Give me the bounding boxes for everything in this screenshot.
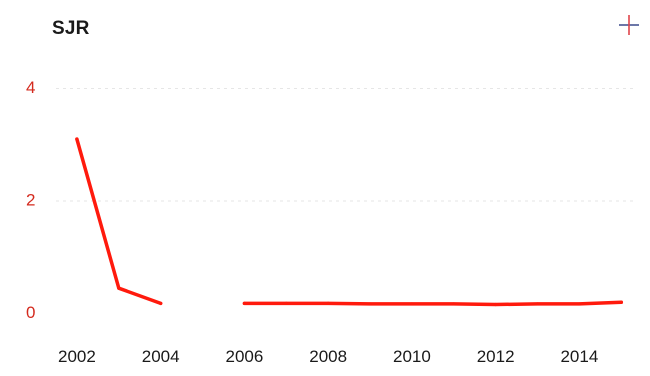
data-point xyxy=(242,301,247,305)
data-point xyxy=(577,302,581,306)
x-tick-label: 2006 xyxy=(226,347,264,366)
x-tick-label: 2004 xyxy=(142,347,180,366)
y-tick-label: 2 xyxy=(26,190,35,209)
x-tick-label: 2002 xyxy=(58,347,96,366)
series-line-segment-1 xyxy=(75,137,163,306)
y-axis-ticks: 0 2 4 xyxy=(26,78,35,322)
data-point xyxy=(535,302,540,306)
plus-icon xyxy=(619,15,639,35)
data-point xyxy=(117,286,121,290)
data-point xyxy=(494,302,498,307)
x-axis-ticks: 2002 2004 2006 2008 2010 2012 2014 xyxy=(58,347,598,366)
y-tick-label: 0 xyxy=(26,303,35,322)
add-button[interactable] xyxy=(612,10,646,40)
x-tick-label: 2012 xyxy=(477,347,515,366)
data-point xyxy=(368,302,372,306)
data-point xyxy=(159,301,163,305)
data-point xyxy=(619,300,623,304)
y-tick-label: 4 xyxy=(26,78,35,97)
x-tick-label: 2010 xyxy=(393,347,431,366)
series-line-segment-2 xyxy=(242,300,624,307)
data-point xyxy=(326,301,330,305)
data-point xyxy=(452,302,456,306)
x-tick-label: 2008 xyxy=(309,347,347,366)
data-point xyxy=(75,137,79,141)
grid-layer xyxy=(56,88,636,202)
x-tick-label: 2014 xyxy=(560,347,598,366)
chart-title: SJR xyxy=(52,18,90,39)
data-point xyxy=(284,301,288,305)
data-point xyxy=(410,302,414,306)
series-lines xyxy=(75,137,624,307)
